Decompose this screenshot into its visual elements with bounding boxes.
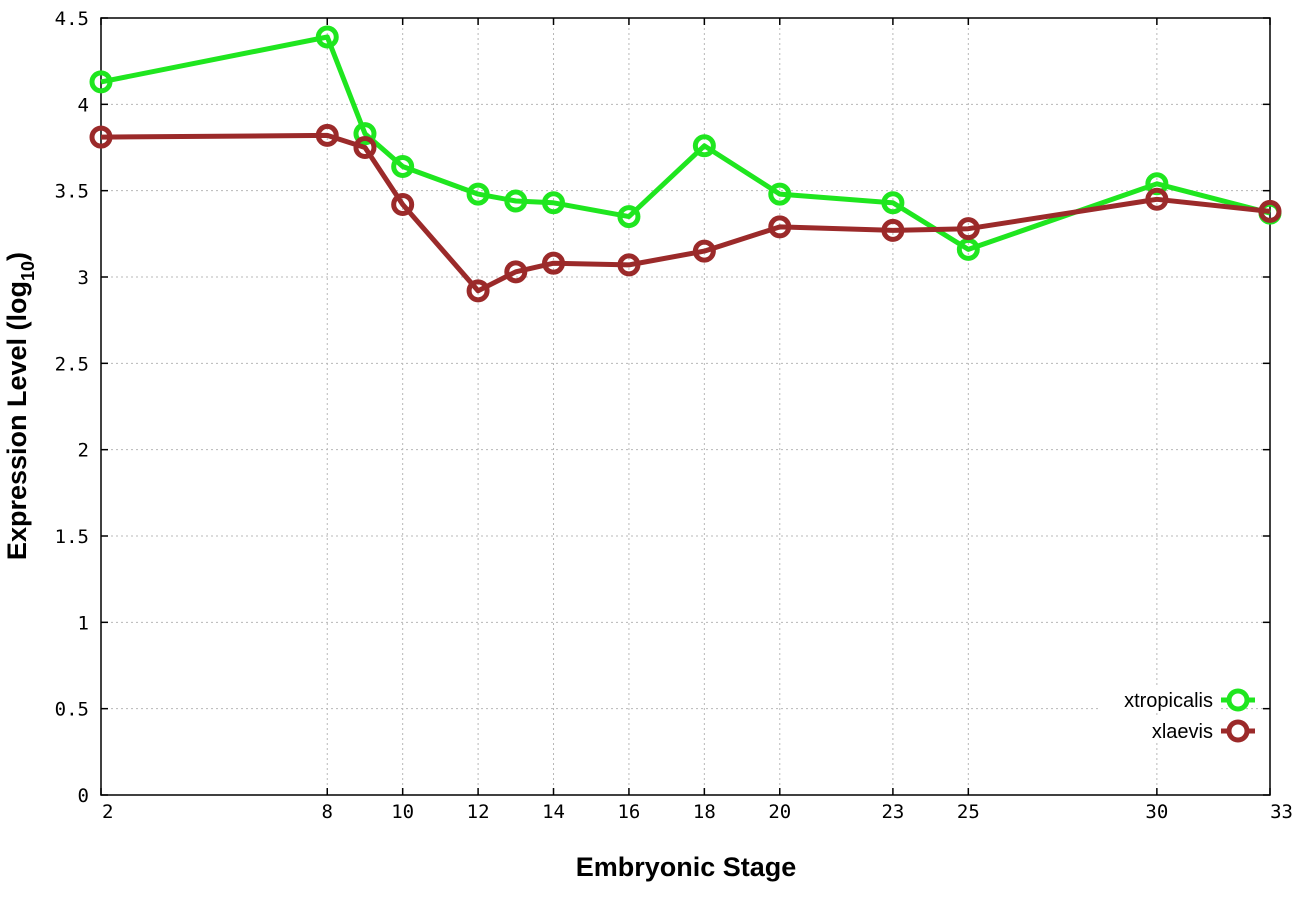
data-point-xtropicalis	[315, 25, 339, 49]
data-point-xlaevis	[881, 218, 905, 242]
x-tick-label: 30	[1145, 801, 1168, 823]
x-tick-label: 12	[467, 801, 490, 823]
legend-swatch-marker-xtropicalis	[1226, 688, 1250, 712]
data-point-xtropicalis	[956, 237, 980, 261]
data-point-xtropicalis	[504, 189, 528, 213]
legend-swatch-marker-xlaevis	[1226, 719, 1250, 743]
y-tick-label: 4.5	[55, 8, 89, 30]
data-point-xtropicalis	[692, 134, 716, 158]
y-tick-label: 2	[78, 440, 89, 462]
y-tick-label: 1	[78, 612, 89, 634]
data-point-xlaevis	[542, 251, 566, 275]
y-tick-label: 1.5	[55, 526, 89, 548]
legend-label-xlaevis: xlaevis	[1152, 721, 1213, 743]
legend: xtropicalis xlaevis	[1098, 686, 1255, 743]
data-point-xlaevis	[315, 123, 339, 147]
x-tick-label: 8	[322, 801, 333, 823]
legend-label-bg	[1098, 717, 1220, 743]
data-point-xtropicalis	[391, 154, 415, 178]
data-point-xlaevis	[89, 125, 113, 149]
data-point-xlaevis	[353, 136, 377, 159]
data-point-xlaevis	[1145, 187, 1169, 211]
data-point-xlaevis	[617, 253, 641, 277]
x-tick-label: 20	[768, 801, 791, 823]
y-axis-title-subscript: 10	[18, 261, 38, 281]
series-group	[89, 25, 1282, 303]
data-point-xlaevis	[956, 217, 980, 241]
data-point-xlaevis	[466, 279, 490, 303]
axis-ticks: 2 8 10 12 14 16 18 20 23 25 30 33 0 0.5 1 1.5 2 2.5 3 3.5 4 4…	[55, 8, 1293, 823]
y-tick-label: 2.5	[55, 353, 89, 375]
data-point-xtropicalis	[353, 122, 377, 146]
data-point-xlaevis	[391, 192, 415, 216]
data-point-xlaevis	[504, 260, 528, 284]
data-point-xtropicalis	[617, 205, 641, 229]
y-axis-title: Expression Level (log10)	[2, 252, 38, 560]
x-tick-label: 25	[957, 801, 980, 823]
x-tick-label: 2	[102, 801, 113, 823]
series-line-xlaevis	[100, 132, 1271, 294]
x-tick-label: 23	[881, 801, 904, 823]
x-tick-label: 18	[693, 801, 716, 823]
x-tick-label: 14	[542, 801, 565, 823]
legend-label-xtropicalis: xtropicalis	[1124, 690, 1213, 712]
data-point-xtropicalis	[542, 191, 566, 215]
y-tick-label: 0	[78, 785, 89, 807]
data-point-xtropicalis	[89, 70, 113, 94]
data-point-xlaevis	[1258, 199, 1282, 223]
plot-frame	[100, 17, 1271, 796]
data-point-xtropicalis	[466, 182, 490, 206]
data-point-xtropicalis	[881, 191, 905, 215]
x-axis-title: Embryonic Stage	[576, 852, 797, 882]
y-tick-label: 4	[78, 94, 89, 116]
y-tick-label: 0.5	[55, 699, 89, 721]
x-tick-label: 10	[391, 801, 414, 823]
data-point-xlaevis	[768, 215, 792, 239]
y-tick-label: 3.5	[55, 181, 89, 203]
x-tick-label: 33	[1270, 801, 1293, 823]
series-line-xtropicalis	[100, 34, 1271, 252]
data-point-xtropicalis	[768, 182, 792, 206]
legend-label-bg	[1098, 686, 1220, 712]
x-tick-label: 16	[617, 801, 640, 823]
data-point-xlaevis	[692, 239, 716, 263]
y-axis-title-close: )	[2, 252, 32, 261]
y-tick-label: 3	[78, 267, 89, 289]
y-axis-title-main: Expression Level (log	[2, 281, 32, 560]
